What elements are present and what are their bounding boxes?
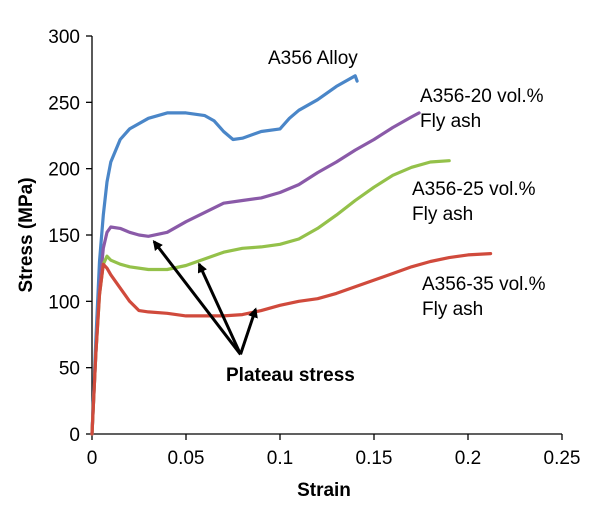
plateau-arrow-1	[152, 240, 242, 356]
y-tick-label: 50	[59, 359, 80, 380]
series-label-line: A356-20 vol.%	[420, 86, 544, 107]
y-tick-label: 300	[48, 27, 80, 48]
series-line-a356-20-fly-ash	[90, 111, 421, 436]
y-tick-label: 200	[48, 160, 80, 181]
y-tick-label: 100	[48, 292, 80, 313]
series-line-a356-alloy	[90, 74, 359, 436]
series-line-a356-25-fly-ash	[90, 159, 451, 436]
y-tick-label: 250	[48, 93, 80, 114]
series-lines	[90, 74, 493, 436]
x-tick-label: 0.25	[544, 448, 581, 469]
series-label-a356-alloy: A356 Alloy	[268, 48, 358, 69]
x-tick-label: 0.15	[356, 448, 393, 469]
y-tick-label: 150	[48, 226, 80, 247]
plateau-arrow-3	[239, 307, 258, 355]
series-label-a356-35-fly-ash: A356-35 vol.% Fly ash	[422, 274, 546, 320]
axes: 0 50 100 150 200 250 300 0 0.05 0.1 0.15 0.2 0.25 Str…	[16, 27, 580, 501]
series-label-line: A356-35 vol.%	[422, 274, 546, 295]
x-tick-label: 0.2	[455, 448, 481, 469]
y-tick-label: 0	[69, 425, 80, 446]
plateau-annotation: Plateau stress	[152, 240, 355, 386]
y-axis-title: Stress (MPa)	[16, 177, 37, 292]
x-tick-label: 0.05	[168, 448, 205, 469]
series-label-line: A356-25 vol.%	[412, 179, 536, 200]
x-axis-title: Strain	[297, 480, 351, 501]
x-tick-label: 0.1	[267, 448, 293, 469]
plateau-arrow-2	[197, 262, 242, 356]
series-label-line: Fly ash	[412, 204, 473, 225]
series-label-a356-20-fly-ash: A356-20 vol.% Fly ash	[420, 86, 544, 132]
series-label-a356-25-fly-ash: A356-25 vol.% Fly ash	[412, 179, 536, 225]
plateau-stress-label: Plateau stress	[226, 365, 355, 386]
series-label-line: Fly ash	[420, 111, 481, 132]
x-tick-label: 0	[87, 448, 98, 469]
series-label-line: Fly ash	[422, 299, 483, 320]
series-line-a356-35-fly-ash	[90, 252, 493, 436]
series-label-line: A356 Alloy	[268, 48, 358, 69]
